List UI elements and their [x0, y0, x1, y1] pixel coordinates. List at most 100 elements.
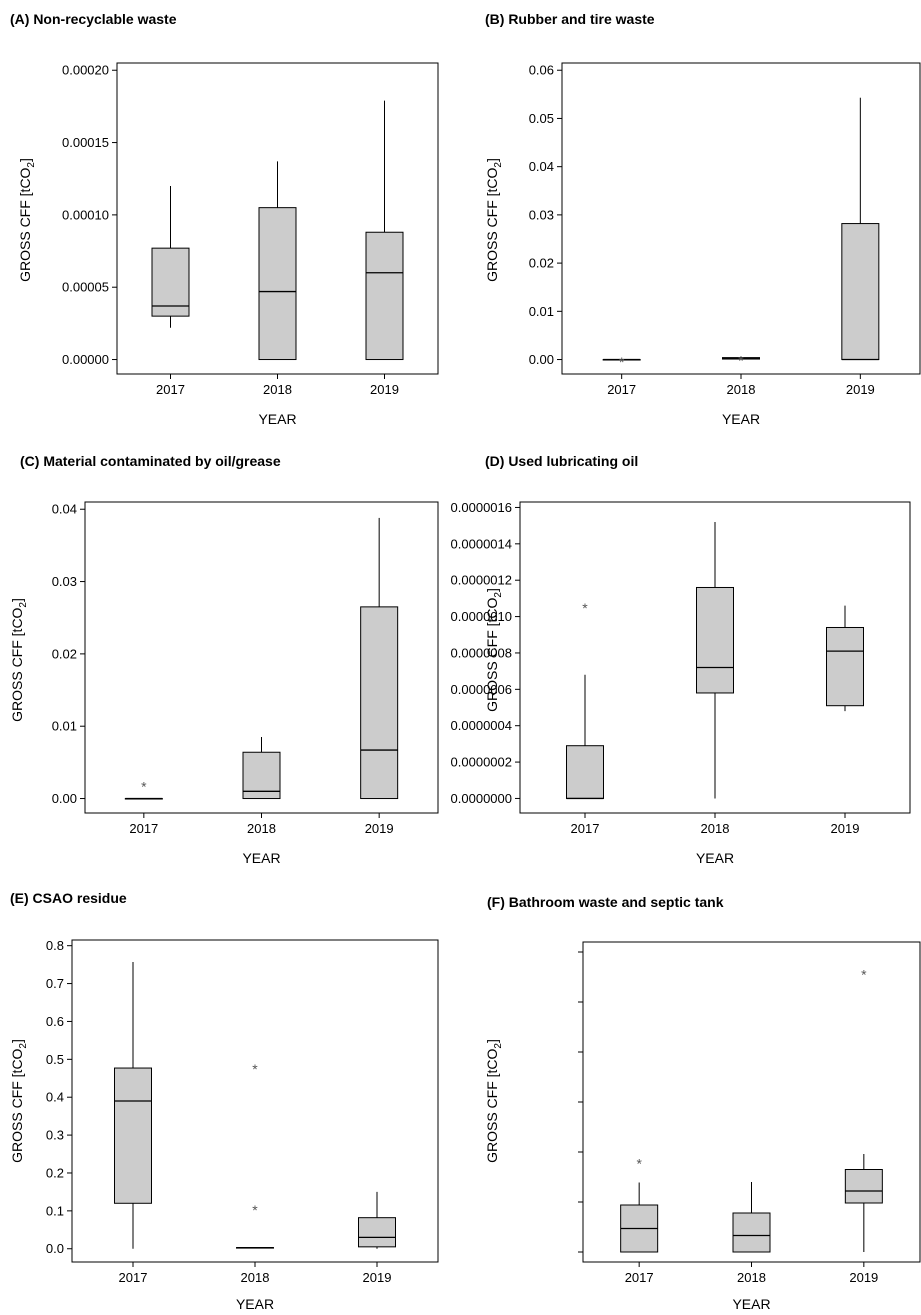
x-axis-label: YEAR	[242, 850, 280, 866]
y-tick-label: 0.0000014	[451, 536, 512, 551]
y-axis-label-text: GROSS CFF [tCO	[484, 1048, 500, 1162]
panel-e: (E) CSAO residue 0.0 0.1 0.2 0.3 0.4 0.5 0.6 0.7…	[9, 890, 439, 1312]
box-2017: *	[602, 354, 641, 370]
y-tick-label: 0.0000000	[451, 791, 512, 806]
panel-title: (C) Material contaminated by oil/grease	[20, 453, 281, 469]
box-2018: *	[722, 353, 760, 369]
y-axis-label-subscript: 2	[18, 1043, 29, 1049]
x-axis-label: YEAR	[722, 411, 760, 427]
y-tick-label: 0.01	[529, 304, 554, 319]
panel-title: (D) Used lubricating oil	[485, 453, 638, 469]
box-body	[114, 1067, 152, 1204]
box-body	[358, 1217, 396, 1248]
y-tick-label: 0.05	[529, 111, 554, 126]
y-tick-label: 0.0	[46, 1241, 64, 1256]
y-axis-label-end: ]	[484, 588, 500, 592]
y-axis-label-text: GROSS CFF [tCO	[484, 167, 500, 281]
y-axis-label-subscript: 2	[493, 162, 504, 168]
box-2017: *	[124, 779, 163, 800]
y-tick-label: 0.6	[46, 1014, 64, 1029]
box-body	[696, 586, 734, 694]
y-axis-label-end: ]	[484, 158, 500, 162]
x-tick-label: 2017	[129, 821, 158, 836]
y-tick-label: 0.00020	[62, 63, 109, 78]
outlier-marker: *	[636, 1156, 642, 1172]
y-axis-label-end: ]	[484, 1039, 500, 1043]
y-tick-label: 0.00010	[62, 207, 109, 222]
x-axis-label: YEAR	[236, 1296, 274, 1312]
y-axis-label-subscript: 2	[18, 602, 29, 608]
y-tick-label: 0.2	[46, 1165, 64, 1180]
panel-f: (F) Bathroom waste and septic tank 2017 20…	[484, 894, 921, 1312]
outlier-marker: *	[738, 353, 744, 369]
box-2018	[242, 737, 281, 800]
y-axis-label: GROSS CFF [tCO2]	[9, 1039, 29, 1163]
box-body	[151, 247, 190, 317]
box-body	[360, 606, 399, 800]
box-body	[826, 626, 864, 707]
panel-c: (C) Material contaminated by oil/grease 0…	[9, 453, 439, 866]
y-tick-label: 0.03	[529, 207, 554, 222]
y-axis-label-subscript: 2	[493, 592, 504, 598]
x-tick-label: 2019	[846, 382, 875, 397]
box-2019	[360, 517, 399, 800]
y-tick-label: 0.00	[529, 352, 554, 367]
y-tick-label: 0.0000002	[451, 755, 512, 770]
y-tick-label: 0.00000	[62, 352, 109, 367]
box-2018: **	[236, 1061, 274, 1249]
y-tick-label: 0.04	[52, 502, 77, 517]
y-axis-label-subscript: 2	[26, 162, 37, 168]
y-tick-label: 0.02	[529, 256, 554, 271]
y-tick-label: 0.8	[46, 938, 64, 953]
x-tick-label: 2018	[737, 1270, 766, 1285]
box-2017	[114, 961, 152, 1249]
box-2019	[826, 605, 864, 712]
x-tick-label: 2018	[701, 821, 730, 836]
box-2017	[151, 185, 190, 328]
x-tick-label: 2018	[247, 821, 276, 836]
y-tick-label: 0.7	[46, 976, 64, 991]
box-body	[841, 223, 880, 361]
x-axis-label: YEAR	[258, 411, 296, 427]
panel-b: (B) Rubber and tire waste 0.00 0.01 0.02 0.0…	[484, 11, 921, 427]
y-tick-label: 0.5	[46, 1052, 64, 1067]
y-tick-label: 0.03	[52, 574, 77, 589]
box-2019	[841, 97, 880, 361]
y-axis-label-text: GROSS CFF [tCO	[484, 597, 500, 711]
y-axis-label-end: ]	[9, 1039, 25, 1043]
outlier-marker: *	[141, 779, 147, 795]
y-axis-label-end: ]	[9, 598, 25, 602]
box-body	[566, 745, 604, 799]
y-tick-label: 0.00015	[62, 135, 109, 150]
x-tick-label: 2018	[241, 1270, 270, 1285]
x-tick-label: 2017	[607, 382, 636, 397]
x-tick-label: 2019	[363, 1270, 392, 1285]
x-tick-label: 2019	[365, 821, 394, 836]
x-tick-label: 2017	[571, 821, 600, 836]
y-axis-label-subscript: 2	[493, 1043, 504, 1049]
box-2017: *	[620, 1156, 659, 1253]
y-tick-label: 0.0000010	[451, 609, 512, 624]
x-tick-label: 2017	[156, 382, 185, 397]
box-body	[365, 231, 404, 361]
y-axis-label: GROSS CFF [tCO2]	[17, 158, 37, 282]
y-axis-label-text: GROSS CFF [tCO	[9, 1048, 25, 1162]
y-tick-label: 0.0000004	[451, 718, 512, 733]
panel-title: (A) Non-recyclable waste	[10, 11, 177, 27]
panel-title: (B) Rubber and tire waste	[485, 11, 655, 27]
y-axis-label-text: GROSS CFF [tCO	[17, 167, 33, 281]
x-tick-label: 2017	[625, 1270, 654, 1285]
y-axis-label-text: GROSS CFF [tCO	[9, 607, 25, 721]
box-body	[844, 1169, 883, 1204]
y-tick-label: 0.0000008	[451, 645, 512, 660]
box-body	[732, 1212, 771, 1253]
y-tick-label: 0.0000016	[451, 500, 512, 515]
box-2018	[258, 161, 297, 361]
y-axis-label: GROSS CFF [tCO2]	[484, 1039, 504, 1163]
outlier-marker: *	[252, 1202, 258, 1218]
x-tick-label: 2018	[727, 382, 756, 397]
panel-a: (A) Non-recyclable waste 0.00000 0.00005 0.…	[10, 11, 439, 427]
box-2019	[358, 1191, 396, 1249]
outlier-marker: *	[861, 967, 867, 983]
